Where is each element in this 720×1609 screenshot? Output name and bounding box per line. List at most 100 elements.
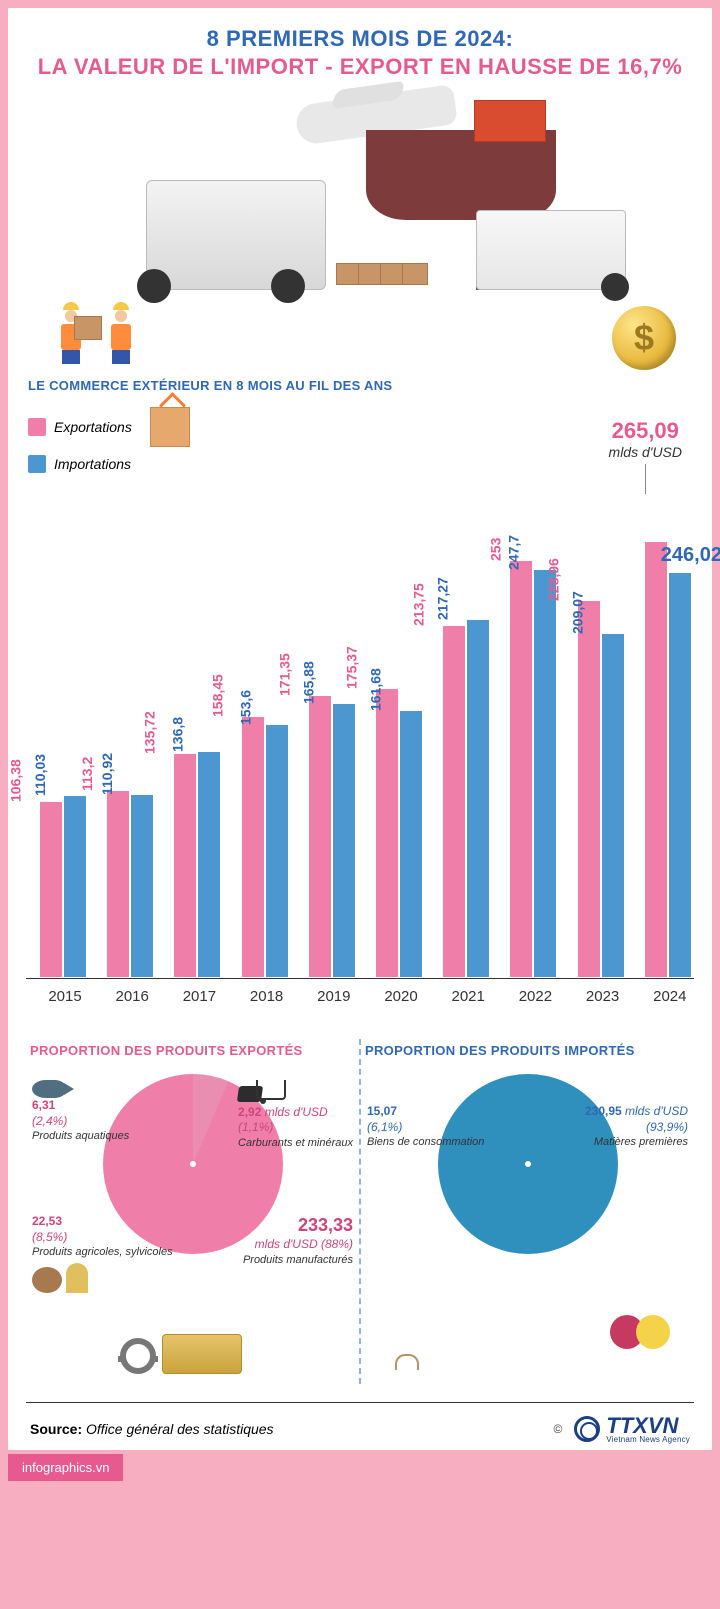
pie-charts-row: PROPORTION DES PRODUITS EXPORTÉS 6,31 (2… <box>26 1039 694 1384</box>
legend-export-label: Exportations <box>54 419 132 435</box>
infographic-page: 8 PREMIERS MOIS DE 2024: LA VALEUR DE L'… <box>8 8 712 1450</box>
x-label: 2021 <box>437 988 499 1005</box>
import-pie-title: PROPORTION DES PRODUITS IMPORTÉS <box>365 1043 690 1058</box>
legend-import: Importations <box>28 455 190 473</box>
bar-label: 136,8 <box>170 717 186 752</box>
bar-export-2019: 171,35 <box>309 696 331 978</box>
box-icon <box>74 316 102 340</box>
bar-label: 171,35 <box>276 653 292 696</box>
bar-label: 228,96 <box>545 558 561 601</box>
x-label: 2022 <box>504 988 566 1005</box>
bar-label: 158,45 <box>209 674 225 717</box>
callout-matieres: 230,95 mlds d'USD (93,9%) Matières premi… <box>585 1104 688 1149</box>
highlight-value: 265,09 <box>609 418 682 444</box>
title-line2: LA VALEUR DE L'IMPORT - EXPORT EN HAUSSE… <box>26 54 694 80</box>
bar-import-2020: 161,68 <box>400 711 422 977</box>
bar-export-2018: 158,45 <box>242 717 264 977</box>
footer: Source: Office général des statistiques … <box>26 1402 694 1450</box>
source-label: Source: <box>30 1421 82 1437</box>
bar-export-2017: 135,72 <box>174 754 196 977</box>
cargo-ship-icon <box>366 130 556 220</box>
machinery-icon <box>120 1334 242 1374</box>
bar-export-2021: 213,75 <box>443 626 465 977</box>
dollar-coin-icon: $ <box>612 306 676 370</box>
bar-label: 209,07 <box>569 591 585 634</box>
bar-import-2016: 110,92 <box>131 795 153 977</box>
bar-chart: 106,38110,03113,2110,92135,72136,8158,45… <box>26 493 694 1013</box>
legend-import-label: Importations <box>54 456 131 472</box>
bar-export-2020: 175,37 <box>376 689 398 977</box>
export-pie-title: PROPORTION DES PRODUITS EXPORTÉS <box>30 1043 355 1058</box>
x-label: 2020 <box>370 988 432 1005</box>
import-pie-column: PROPORTION DES PRODUITS IMPORTÉS 15,07 (… <box>359 1039 694 1384</box>
callout-carburants: 2,92 mlds d'USD (1,1%) Carburants et min… <box>238 1076 353 1150</box>
bar-export-2024 <box>645 542 667 978</box>
copyright-icon: © <box>553 1422 562 1436</box>
truck-small-icon <box>476 210 626 290</box>
thread-spools-icon <box>610 1315 670 1354</box>
boxes-icon <box>336 263 424 290</box>
worker-icon <box>106 306 136 360</box>
bar-label-2024-import: 246,02 <box>661 544 720 567</box>
x-axis-labels: 2015201620172018201920202021202220232024 <box>26 979 694 1013</box>
bar-label: 113,2 <box>79 757 95 791</box>
bar-export-2022: 253 <box>510 561 532 977</box>
bar-label: 247,7 <box>506 535 522 570</box>
x-label: 2024 <box>639 988 701 1005</box>
x-label: 2018 <box>236 988 298 1005</box>
agency-logo: TTXVN Vietnam News Agency <box>574 1413 690 1444</box>
bar-label: 106,38 <box>8 759 24 802</box>
x-label: 2019 <box>303 988 365 1005</box>
import-pie <box>438 1074 618 1254</box>
bar-label: 161,68 <box>368 669 384 712</box>
bar-import-2023: 209,07 <box>602 634 624 977</box>
x-label: 2017 <box>168 988 230 1005</box>
bottom-bar: infographics.vn <box>8 1454 712 1481</box>
bar-import-2015: 110,03 <box>64 796 86 977</box>
export-box-icon <box>150 407 190 447</box>
x-label: 2015 <box>34 988 96 1005</box>
site-tag: infographics.vn <box>8 1454 123 1481</box>
callout-manufactures: 233,33 mlds d'USD (88%) Produits manufac… <box>243 1214 353 1267</box>
bar-import-2017: 136,8 <box>198 752 220 977</box>
bar-chart-plot: 106,38110,03113,2110,92135,72136,8158,45… <box>26 493 694 977</box>
hero-illustration: $ <box>26 90 694 320</box>
export-swatch <box>28 418 46 436</box>
bar-label: 175,37 <box>344 646 360 689</box>
bar-import-2021: 217,27 <box>467 620 489 977</box>
source-value: Office général des statistiques <box>86 1421 274 1437</box>
bar-label: 153,6 <box>237 690 253 725</box>
x-label: 2023 <box>572 988 634 1005</box>
transport-collage <box>146 100 586 290</box>
mining-cart-icon <box>238 1080 286 1105</box>
callout-agricoles: 22,53 (8,5%) Produits agricoles, sylvico… <box>32 1214 173 1298</box>
bar-import-2018: 153,6 <box>266 725 288 977</box>
bar-label: 213,75 <box>411 583 427 626</box>
wood-grain-icon <box>32 1263 173 1298</box>
bar-import-2024: 246,02 <box>669 573 691 977</box>
export-pie-column: PROPORTION DES PRODUITS EXPORTÉS 6,31 (2… <box>26 1039 359 1384</box>
pie-center-dot <box>525 1161 531 1167</box>
highlight-leader-line <box>645 464 646 494</box>
truck-icon <box>146 180 326 290</box>
bar-label: 110,92 <box>99 753 115 795</box>
bar-label: 165,88 <box>300 662 316 705</box>
highlight-unit: mlds d'USD <box>609 444 682 460</box>
legend: Exportations Importations <box>28 407 190 473</box>
bar-export-2015: 106,38 <box>40 802 62 977</box>
fish-icon <box>32 1080 66 1098</box>
bar-label: 217,27 <box>435 577 451 620</box>
bar-export-2016: 113,2 <box>107 791 129 977</box>
bar-import-2022: 247,7 <box>534 570 556 977</box>
pie-center-dot <box>190 1161 196 1167</box>
agency-sub: Vietnam News Agency <box>606 1435 690 1444</box>
bar-export-2023: 228,96 <box>578 601 600 977</box>
callout-aquatiques: 6,31 (2,4%) Produits aquatiques <box>32 1076 129 1143</box>
legend-export: Exportations <box>28 407 190 447</box>
agency-ring-icon <box>574 1416 600 1442</box>
bar-label: 135,72 <box>142 711 158 754</box>
source: Source: Office général des statistiques <box>30 1421 274 1437</box>
bar-label: 110,03 <box>32 754 48 796</box>
bar-label: 253 <box>488 538 504 561</box>
callout-biens: 15,07 (6,1%) Biens de consommation <box>367 1104 484 1149</box>
